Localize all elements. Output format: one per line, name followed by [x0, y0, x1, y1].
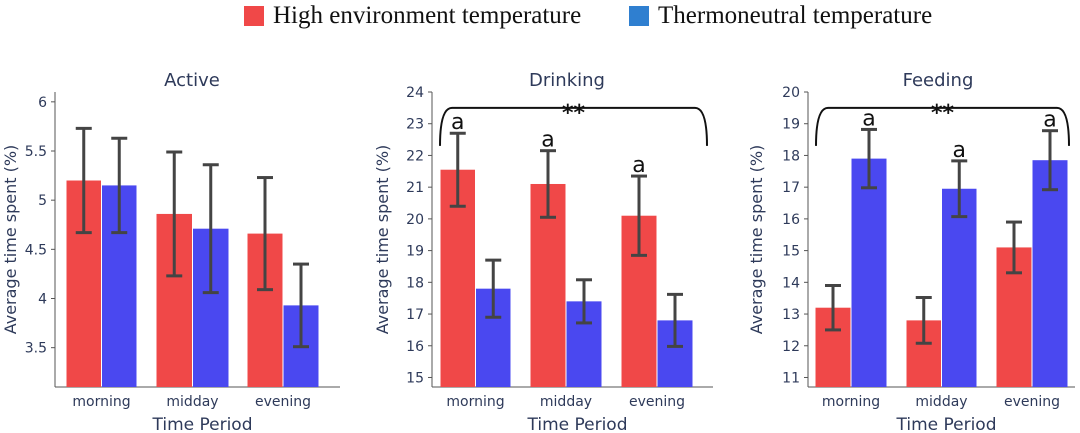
y-tick-label: 4 — [38, 292, 47, 308]
y-tick-label: 16 — [782, 212, 800, 228]
chart-feeding: Feeding 11 12 13 14 15 16 17 18 19 20 Average time … — [747, 70, 1075, 433]
y-tick-label: 11 — [782, 370, 800, 386]
y-tick-label: 4.5 — [25, 242, 47, 258]
significance-letter: a — [541, 128, 554, 153]
x-tick-label: morning — [446, 394, 504, 410]
legend-label-high: High environment temperature — [273, 2, 582, 29]
y-axis-label: Average time spent (%) — [373, 145, 392, 335]
legend-item-thermoneutral: Thermoneutral temperature — [629, 2, 932, 30]
y-axis-label: Average time spent (%) — [1, 145, 20, 335]
y-tick-label: 5.5 — [25, 144, 47, 160]
y-tick-label: 18 — [406, 275, 424, 291]
bar-evening-thermoneutral — [1032, 160, 1068, 387]
legend: High environment temperature Thermoneutr… — [0, 0, 1080, 40]
y-tick-label: 6 — [38, 95, 47, 111]
significance-letter: a — [953, 138, 966, 163]
significance-letter: a — [632, 153, 645, 178]
x-tick-label: evening — [629, 394, 685, 410]
significance-bracket — [439, 106, 708, 146]
y-tick-label: 15 — [406, 370, 424, 386]
x-axis-label: Time Period — [151, 415, 252, 433]
y-tick-label: 14 — [782, 275, 800, 291]
chart-drinking: Drinking 15 16 17 18 19 20 21 22 23 24 Average time… — [373, 70, 713, 433]
x-tick-label: midday — [540, 394, 592, 410]
x-axis-label: Time Period — [895, 415, 996, 433]
y-tick-label: 19 — [782, 117, 800, 133]
y-tick-label: 23 — [406, 117, 424, 133]
y-axis-label: Average time spent (%) — [747, 145, 766, 335]
bar-midday-thermoneutral — [942, 188, 977, 387]
x-tick-label: evening — [255, 394, 311, 410]
y-tick-label: 15 — [782, 244, 800, 260]
y-tick-label: 13 — [782, 307, 800, 323]
x-axis-label: Time Period — [526, 415, 627, 433]
x-tick-label: evening — [1004, 394, 1060, 410]
x-tick-label: morning — [822, 394, 880, 410]
bar-morning-thermoneutral — [851, 158, 887, 387]
x-tick-label: morning — [72, 394, 130, 410]
legend-swatch-red — [244, 6, 264, 26]
x-tick-label: midday — [166, 394, 218, 410]
y-tick-label: 12 — [782, 339, 800, 355]
y-tick-label: 19 — [406, 244, 424, 260]
y-tick-label: 3.5 — [25, 341, 47, 357]
significance-stars: ** — [931, 101, 955, 126]
legend-item-high-temperature: High environment temperature — [244, 2, 581, 30]
significance-letter: a — [1043, 108, 1056, 133]
y-tick-label: 18 — [782, 148, 800, 164]
y-tick-label: 17 — [782, 180, 800, 196]
significance-stars: ** — [562, 101, 586, 126]
legend-label-thermo: Thermoneutral temperature — [658, 2, 933, 29]
significance-bracket — [815, 106, 1070, 146]
chart-title: Active — [164, 70, 220, 91]
significance-letter: a — [862, 106, 875, 131]
y-tick-label: 24 — [406, 85, 424, 101]
y-tick-label: 20 — [406, 212, 424, 228]
x-tick-label: midday — [915, 394, 967, 410]
chart-title: Drinking — [529, 70, 605, 91]
chart-title: Feeding — [903, 70, 974, 91]
y-tick-label: 20 — [782, 85, 800, 101]
y-tick-label: 16 — [406, 339, 424, 355]
y-tick-label: 17 — [406, 307, 424, 323]
chart-active: Active 3.5 4 4.5 5 5.5 6 Average time spent (%)… — [1, 70, 340, 433]
y-tick-label: 22 — [406, 148, 424, 164]
significance-letter: a — [451, 110, 464, 135]
y-tick-label: 5 — [38, 193, 47, 209]
y-tick-label: 21 — [406, 180, 424, 196]
legend-swatch-blue — [629, 6, 649, 26]
